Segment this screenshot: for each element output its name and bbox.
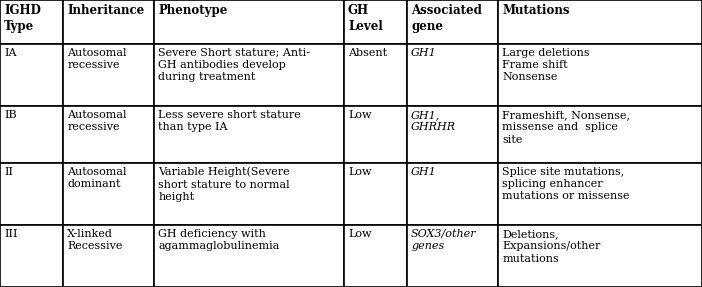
- Bar: [344, 106, 407, 163]
- Bar: [344, 0, 407, 44]
- Bar: [0, 106, 63, 163]
- Text: Frameshift, Nonsense,
missense and  splice
site: Frameshift, Nonsense, missense and splic…: [503, 110, 630, 145]
- Text: Less severe short stature
than type IA: Less severe short stature than type IA: [159, 110, 301, 132]
- Bar: [63, 163, 154, 225]
- Text: Absent: Absent: [348, 48, 387, 58]
- Bar: [407, 225, 498, 287]
- Bar: [0, 44, 63, 106]
- Text: Severe Short stature; Anti-
GH antibodies develop
during treatment: Severe Short stature; Anti- GH antibodie…: [159, 48, 310, 82]
- Bar: [407, 0, 498, 44]
- Bar: [344, 163, 407, 225]
- Bar: [154, 0, 344, 44]
- Text: Deletions,
Expansions/other
mutations: Deletions, Expansions/other mutations: [503, 229, 601, 263]
- Text: Autosomal
recessive: Autosomal recessive: [67, 48, 126, 70]
- Bar: [498, 44, 702, 106]
- Text: X-linked
Recessive: X-linked Recessive: [67, 229, 123, 251]
- Text: II: II: [4, 166, 13, 177]
- Bar: [498, 225, 702, 287]
- Bar: [407, 106, 498, 163]
- Text: GH
Level: GH Level: [348, 4, 383, 33]
- Bar: [498, 0, 702, 44]
- Text: IGHD
Type: IGHD Type: [4, 4, 41, 33]
- Text: III: III: [4, 229, 18, 239]
- Text: GH1: GH1: [411, 48, 437, 58]
- Bar: [0, 163, 63, 225]
- Text: Autosomal
dominant: Autosomal dominant: [67, 166, 126, 189]
- Bar: [344, 225, 407, 287]
- Text: Low: Low: [348, 110, 371, 120]
- Bar: [154, 163, 344, 225]
- Bar: [407, 44, 498, 106]
- Text: GH deficiency with
agammaglobulinemia: GH deficiency with agammaglobulinemia: [159, 229, 280, 251]
- Text: GH1,
GHRHR: GH1, GHRHR: [411, 110, 456, 132]
- Text: Autosomal
recessive: Autosomal recessive: [67, 110, 126, 132]
- Text: Low: Low: [348, 166, 371, 177]
- Bar: [0, 225, 63, 287]
- Text: Phenotype: Phenotype: [159, 4, 228, 17]
- Text: GH1: GH1: [411, 166, 437, 177]
- Bar: [498, 163, 702, 225]
- Text: Inheritance: Inheritance: [67, 4, 145, 17]
- Text: Associated
gene: Associated gene: [411, 4, 482, 33]
- Text: Variable Height(Severe
short stature to normal
height: Variable Height(Severe short stature to …: [159, 166, 290, 202]
- Text: SOX3/other
genes: SOX3/other genes: [411, 229, 477, 251]
- Text: IB: IB: [4, 110, 17, 120]
- Text: Low: Low: [348, 229, 371, 239]
- Bar: [154, 106, 344, 163]
- Text: Large deletions
Frame shift
Nonsense: Large deletions Frame shift Nonsense: [503, 48, 590, 82]
- Text: Splice site mutations,
splicing enhancer
mutations or missense: Splice site mutations, splicing enhancer…: [503, 166, 630, 201]
- Text: Mutations: Mutations: [503, 4, 570, 17]
- Bar: [63, 0, 154, 44]
- Bar: [498, 106, 702, 163]
- Bar: [407, 163, 498, 225]
- Bar: [344, 44, 407, 106]
- Bar: [0, 0, 63, 44]
- Bar: [63, 106, 154, 163]
- Bar: [63, 225, 154, 287]
- Bar: [154, 44, 344, 106]
- Bar: [63, 44, 154, 106]
- Bar: [154, 225, 344, 287]
- Text: IA: IA: [4, 48, 17, 58]
